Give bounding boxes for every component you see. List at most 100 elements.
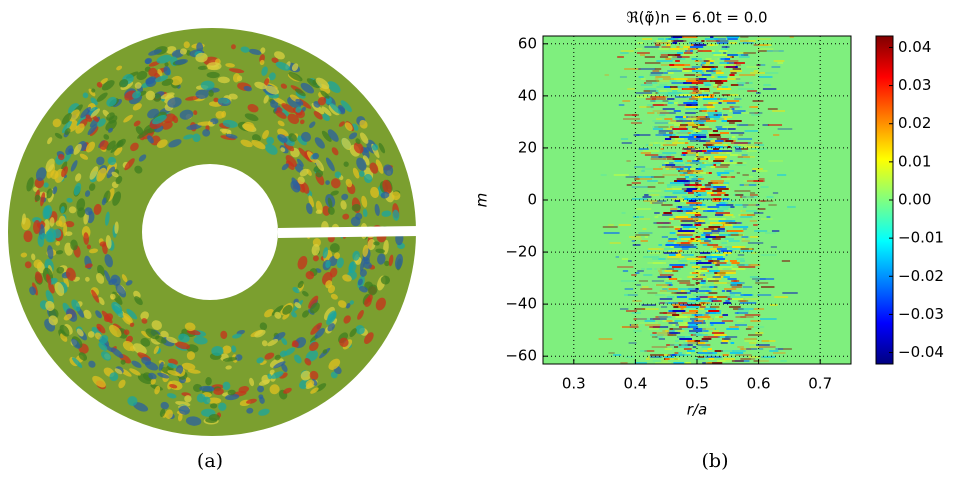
- stripe: [749, 192, 755, 194]
- blob: [73, 143, 82, 155]
- stripe: [652, 128, 664, 130]
- stripe: [729, 74, 735, 76]
- stripe: [735, 316, 747, 318]
- blob: [362, 244, 369, 257]
- stripe: [672, 128, 687, 130]
- blob: [391, 191, 401, 201]
- stripe: [691, 82, 704, 84]
- stripe: [663, 312, 677, 314]
- blob: [302, 291, 309, 297]
- stripe: [724, 48, 728, 50]
- stripe: [683, 48, 691, 50]
- stripe: [626, 160, 631, 162]
- stripe: [656, 268, 663, 270]
- stripe: [715, 212, 730, 214]
- stripe: [704, 184, 711, 186]
- blob: [160, 401, 169, 410]
- stripe: [730, 84, 739, 86]
- stripe: [698, 340, 709, 342]
- blob: [47, 245, 54, 260]
- stripe: [669, 278, 677, 280]
- stripe: [781, 260, 791, 262]
- stripe: [744, 314, 761, 316]
- stripe: [712, 246, 723, 248]
- blob: [325, 180, 330, 185]
- stripe: [714, 38, 726, 40]
- blob: [109, 324, 122, 338]
- blob: [84, 190, 91, 197]
- stripe: [761, 340, 776, 342]
- blob: [99, 334, 109, 344]
- stripe: [664, 356, 675, 358]
- stripe: [602, 226, 618, 228]
- blob: [222, 119, 238, 128]
- blob: [329, 102, 341, 114]
- blob: [145, 90, 156, 101]
- blob: [140, 311, 149, 321]
- blob: [160, 330, 169, 339]
- blob: [88, 88, 96, 97]
- blob: [213, 388, 224, 395]
- stripe: [689, 332, 701, 334]
- stripe: [644, 320, 656, 322]
- stripe: [703, 104, 713, 106]
- stripe: [707, 112, 722, 114]
- blob: [264, 78, 270, 86]
- stripe: [700, 322, 706, 324]
- blob: [85, 276, 90, 282]
- stripe: [741, 236, 749, 238]
- blob: [35, 167, 47, 182]
- blob: [96, 323, 106, 334]
- stripe: [638, 232, 653, 234]
- y-tick-label: −40: [505, 295, 537, 313]
- stripe: [646, 268, 653, 270]
- stripe: [673, 40, 684, 42]
- stripe: [685, 108, 693, 110]
- stripe: [670, 126, 674, 128]
- stripe: [696, 136, 707, 138]
- stripe: [680, 92, 692, 94]
- blob: [269, 369, 275, 374]
- stripe: [685, 122, 699, 124]
- blob: [71, 338, 81, 349]
- blob: [352, 167, 360, 179]
- blob: [48, 315, 58, 326]
- stripe: [661, 360, 668, 362]
- stripe: [675, 340, 679, 342]
- stripe: [652, 326, 669, 328]
- stripe: [765, 232, 777, 234]
- blob: [305, 379, 315, 388]
- stripe: [676, 132, 689, 134]
- blob: [205, 377, 212, 386]
- blob: [97, 118, 106, 127]
- blob: [225, 393, 240, 401]
- stripe: [719, 270, 736, 272]
- blob: [259, 396, 265, 404]
- stripe: [716, 204, 727, 206]
- blob: [304, 358, 312, 366]
- stripe: [691, 170, 704, 172]
- stripe: [695, 78, 707, 80]
- stripe: [717, 228, 725, 230]
- stripe: [695, 282, 700, 284]
- stripe: [625, 310, 638, 312]
- stripe: [750, 252, 757, 254]
- stripe: [720, 48, 727, 50]
- stripe: [756, 38, 772, 40]
- stripe: [722, 198, 730, 200]
- stripe: [698, 82, 710, 84]
- stripe: [735, 148, 749, 150]
- stripe: [719, 62, 735, 64]
- stripe: [709, 322, 725, 324]
- blob: [186, 351, 196, 361]
- stripe: [706, 278, 716, 280]
- stripe: [772, 110, 786, 112]
- caption: (a): [197, 450, 223, 472]
- stripe: [675, 322, 690, 324]
- stripe: [620, 326, 630, 328]
- stripe: [658, 156, 672, 158]
- stripe: [695, 256, 705, 258]
- stripe: [663, 72, 669, 74]
- blob: [380, 275, 390, 285]
- blob: [65, 267, 76, 281]
